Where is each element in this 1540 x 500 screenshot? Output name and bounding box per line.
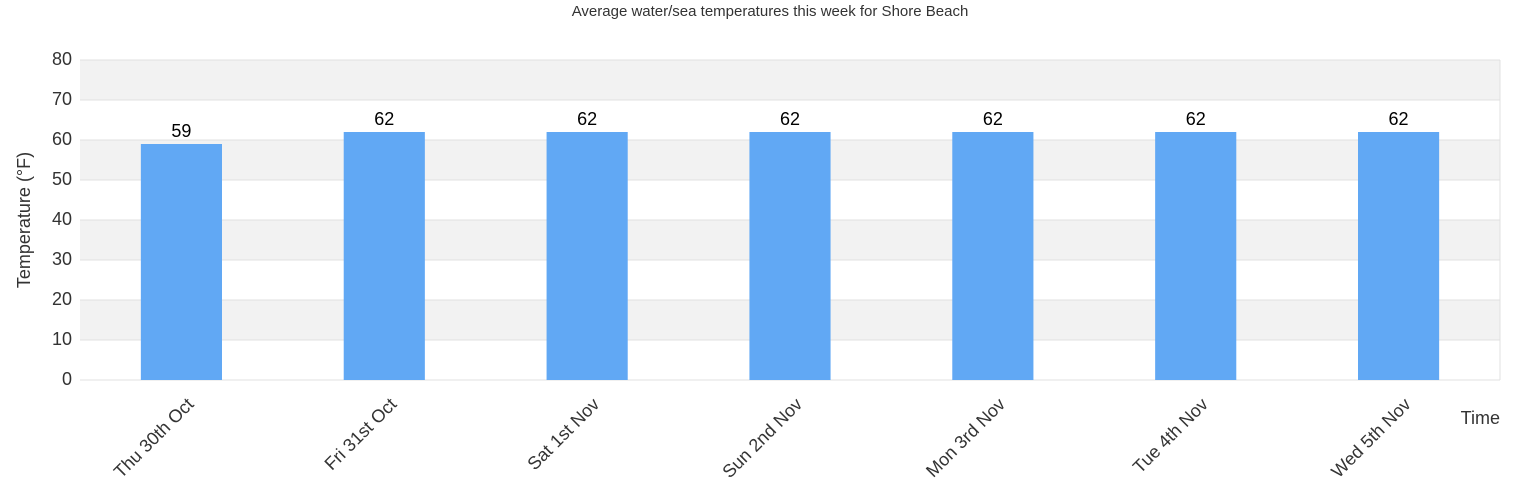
y-tick-label: 50 [52, 169, 72, 189]
y-tick-label: 30 [52, 249, 72, 269]
y-tick-label: 10 [52, 329, 72, 349]
y-tick-label: 60 [52, 129, 72, 149]
x-axis-label: Time [1461, 408, 1500, 428]
x-tick-label: Wed 5th Nov [1327, 394, 1414, 481]
bar [1155, 132, 1237, 380]
grid-band [80, 60, 1500, 100]
data-label: 62 [1186, 109, 1206, 129]
y-tick-label: 0 [62, 369, 72, 389]
data-label: 62 [577, 109, 597, 129]
chart-title: Average water/sea temperatures this week… [572, 3, 969, 20]
data-label: 62 [983, 109, 1003, 129]
x-tick-label: Mon 3rd Nov [922, 394, 1009, 481]
y-axis-label: Temperature (°F) [14, 152, 34, 288]
data-label: 62 [780, 109, 800, 129]
data-label: 62 [374, 109, 394, 129]
x-tick-label: Sat 1st Nov [523, 394, 603, 474]
y-tick-label: 40 [52, 209, 72, 229]
x-tick-label: Fri 31st Oct [321, 394, 401, 474]
bar [952, 132, 1034, 380]
y-tick-label: 80 [52, 49, 72, 69]
x-tick-label: Sun 2nd Nov [718, 394, 806, 482]
bar [140, 144, 222, 380]
x-tick-label: Thu 30th Oct [110, 394, 198, 482]
data-label: 59 [171, 121, 191, 141]
bar [1358, 132, 1440, 380]
y-tick-label: 20 [52, 289, 72, 309]
x-tick-label: Tue 4th Nov [1129, 394, 1212, 477]
bar [546, 132, 628, 380]
bar [749, 132, 831, 380]
y-tick-label: 70 [52, 89, 72, 109]
data-label: 62 [1389, 109, 1409, 129]
bar [343, 132, 425, 380]
